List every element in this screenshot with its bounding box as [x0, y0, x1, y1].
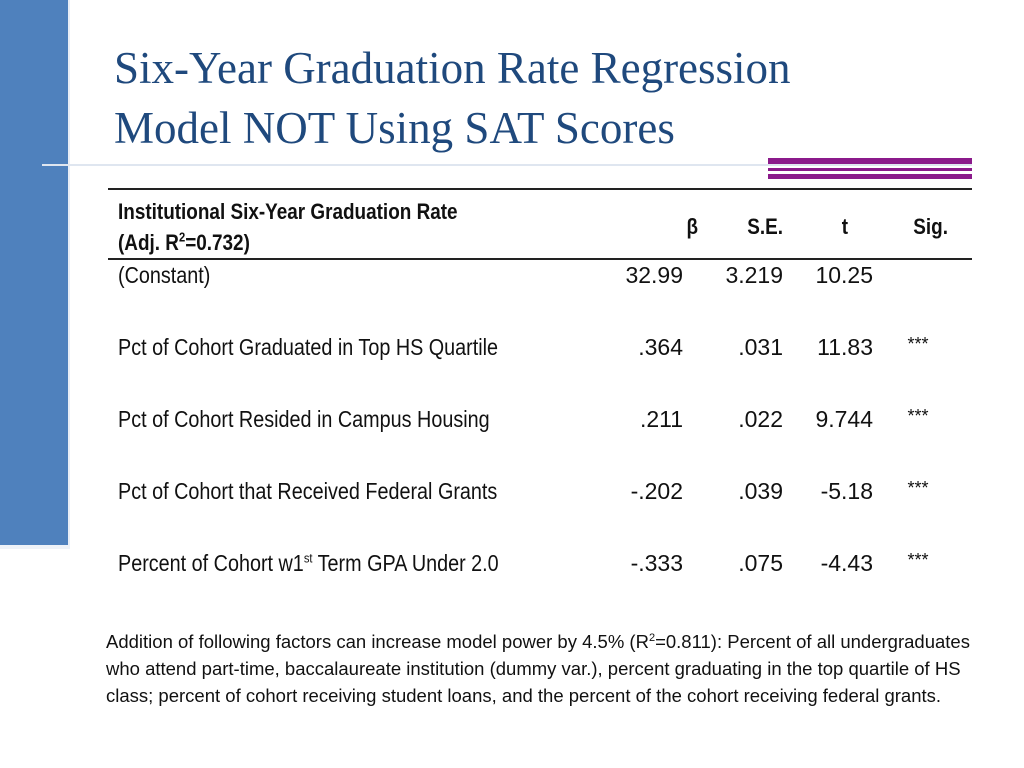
- row-beta: 32.99: [625, 262, 683, 288]
- accent-stripe: [768, 174, 972, 179]
- table-row: (Constant) 32.99 3.219 10.25: [108, 262, 972, 298]
- row-label: Pct of Cohort that Received Federal Gran…: [118, 478, 498, 504]
- row-label: Percent of Cohort w1st Term GPA Under 2.…: [118, 550, 565, 577]
- accent-stripe: [768, 158, 972, 164]
- left-bar-base: [0, 545, 70, 549]
- footnote-text: Addition of following factors can increa…: [106, 631, 649, 652]
- row-label: Pct of Cohort Resided in Campus Housing: [118, 406, 490, 432]
- header-label-line-1: Institutional Six-Year Graduation Rate: [118, 199, 458, 224]
- left-accent-bar: [0, 0, 68, 545]
- table-row: Percent of Cohort w1st Term GPA Under 2.…: [108, 550, 972, 586]
- header-label-line-2: (Adj. R2=0.732): [118, 230, 250, 255]
- header-beta: β: [686, 214, 698, 239]
- footnote-superscript: 2: [648, 631, 656, 644]
- left-bar-shadow: [68, 0, 70, 545]
- table-row: Pct of Cohort Resided in Campus Housing …: [108, 406, 972, 442]
- row-se: .031: [738, 334, 783, 360]
- row-t: 9.744: [815, 406, 873, 432]
- table-header-label: Institutional Six-Year Graduation Rate (…: [118, 196, 514, 258]
- row-label: Pct of Cohort Graduated in Top HS Quarti…: [118, 334, 499, 360]
- header-sig: Sig.: [913, 214, 948, 239]
- row-beta: .211: [639, 406, 683, 432]
- row-label-text: Percent of Cohort w1: [118, 550, 304, 576]
- header-se: S.E.: [747, 214, 783, 239]
- row-t: 11.83: [817, 334, 873, 360]
- row-label: (Constant): [118, 262, 211, 288]
- header-r-text: (Adj. R: [118, 230, 179, 255]
- title-divider: [42, 164, 972, 166]
- table-top-rule: [108, 188, 972, 190]
- row-beta: -.202: [630, 478, 683, 504]
- row-sig: ***: [907, 550, 929, 570]
- row-t: 10.25: [815, 262, 873, 288]
- title-line-2: Model NOT Using SAT Scores: [114, 103, 675, 153]
- table-header-rule: [108, 258, 972, 260]
- table-row: Pct of Cohort Graduated in Top HS Quarti…: [108, 334, 972, 370]
- footnote: Addition of following factors can increa…: [106, 628, 976, 709]
- title-line-1: Six-Year Graduation Rate Regression: [114, 43, 791, 93]
- slide-title: Six-Year Graduation Rate Regression Mode…: [114, 38, 974, 158]
- row-sig: ***: [907, 334, 929, 354]
- row-t: -4.43: [820, 550, 873, 576]
- row-se: 3.219: [725, 262, 783, 288]
- row-t: -5.18: [820, 478, 873, 504]
- header-r-value: =0.732): [185, 230, 250, 255]
- header-t: t: [841, 214, 848, 239]
- row-se: .039: [738, 478, 783, 504]
- row-beta: -.333: [630, 550, 683, 576]
- header-r-superscript: 2: [178, 229, 186, 245]
- accent-stripe: [768, 168, 972, 171]
- footnote-text-end: =0.811): Percent of all undergraduates w…: [106, 631, 970, 706]
- row-label-superscript: st: [303, 550, 313, 566]
- row-se: .075: [738, 550, 783, 576]
- table-row: Pct of Cohort that Received Federal Gran…: [108, 478, 972, 514]
- row-sig: ***: [907, 478, 929, 498]
- row-se: .022: [738, 406, 783, 432]
- row-sig: ***: [907, 406, 929, 426]
- row-beta: .364: [638, 334, 683, 360]
- row-label-text-end: Term GPA Under 2.0: [312, 550, 499, 576]
